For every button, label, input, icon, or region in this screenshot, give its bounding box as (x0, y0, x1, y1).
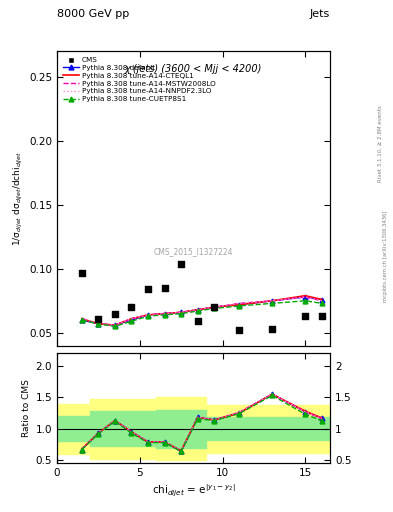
Pythia 8.308 tune-A14-NNPDF2.3LO (320, 298, 324, 304)
CMS (129, 303, 135, 311)
Pythia 8.308 default (79, 317, 84, 323)
Pythia 8.308 tune-A14-CTEQL1 (162, 310, 167, 316)
Pythia 8.308 default (237, 302, 241, 308)
Line: Pythia 8.308 tune-A14-CTEQL1: Pythia 8.308 tune-A14-CTEQL1 (82, 296, 322, 325)
CMS (195, 317, 201, 326)
Pythia 8.308 default (303, 294, 308, 300)
Pythia 8.308 default (320, 296, 324, 303)
Pythia 8.308 tune-A14-NNPDF2.3LO (270, 298, 275, 304)
Y-axis label: Ratio to CMS: Ratio to CMS (22, 379, 31, 437)
Pythia 8.308 tune-A14-MSTW2008LO (96, 321, 101, 327)
Line: Pythia 8.308 tune-A14-MSTW2008LO: Pythia 8.308 tune-A14-MSTW2008LO (82, 297, 322, 325)
CMS (162, 284, 168, 292)
Pythia 8.308 tune-A14-CTEQL1 (79, 315, 84, 322)
Pythia 8.308 tune-CUETP8S1 (112, 324, 117, 330)
Line: Pythia 8.308 tune-CUETP8S1: Pythia 8.308 tune-CUETP8S1 (79, 298, 324, 329)
CMS (236, 326, 242, 334)
Pythia 8.308 tune-A14-NNPDF2.3LO (212, 304, 217, 310)
Pythia 8.308 default (96, 321, 101, 327)
Pythia 8.308 tune-CUETP8S1 (195, 308, 200, 314)
Text: mcplots.cern.ch [arXiv:1306.3436]: mcplots.cern.ch [arXiv:1306.3436] (384, 210, 388, 302)
CMS (269, 325, 275, 333)
CMS (79, 268, 85, 276)
Pythia 8.308 default (112, 322, 117, 328)
Pythia 8.308 default (146, 312, 151, 318)
Pythia 8.308 tune-A14-NNPDF2.3LO (237, 300, 241, 306)
CMS (112, 309, 118, 317)
Pythia 8.308 tune-CUETP8S1 (79, 317, 84, 323)
Pythia 8.308 tune-A14-NNPDF2.3LO (303, 294, 308, 300)
Pythia 8.308 tune-CUETP8S1 (162, 312, 167, 318)
Pythia 8.308 tune-A14-CTEQL1 (146, 312, 151, 318)
Y-axis label: 1/σ$_{dijet}$ dσ$_{dijet}$/dchi$_{dijet}$: 1/σ$_{dijet}$ dσ$_{dijet}$/dchi$_{dijet}… (12, 151, 25, 246)
Pythia 8.308 default (195, 307, 200, 313)
Pythia 8.308 tune-A14-CTEQL1 (112, 322, 117, 328)
Pythia 8.308 default (270, 298, 275, 304)
Pythia 8.308 tune-A14-MSTW2008LO (179, 309, 184, 315)
CMS (211, 303, 217, 311)
Line: Pythia 8.308 tune-A14-NNPDF2.3LO: Pythia 8.308 tune-A14-NNPDF2.3LO (82, 297, 322, 325)
Pythia 8.308 tune-CUETP8S1 (179, 310, 184, 316)
Text: CMS_2015_I1327224: CMS_2015_I1327224 (154, 247, 233, 256)
Pythia 8.308 tune-A14-CTEQL1 (195, 307, 200, 313)
CMS (319, 312, 325, 321)
X-axis label: chi$_{dijet}$ = e$^{|y_1 - y_2|}$: chi$_{dijet}$ = e$^{|y_1 - y_2|}$ (152, 482, 235, 499)
Pythia 8.308 tune-A14-CTEQL1 (179, 309, 184, 315)
Pythia 8.308 tune-CUETP8S1 (96, 321, 101, 327)
Pythia 8.308 tune-A14-MSTW2008LO (112, 322, 117, 328)
Pythia 8.308 tune-A14-CTEQL1 (303, 293, 308, 299)
Pythia 8.308 tune-CUETP8S1 (212, 305, 217, 311)
Pythia 8.308 tune-A14-NNPDF2.3LO (195, 307, 200, 313)
Text: Jets: Jets (310, 9, 330, 19)
Legend: CMS, Pythia 8.308 default, Pythia 8.308 tune-A14-CTEQL1, Pythia 8.308 tune-A14-M: CMS, Pythia 8.308 default, Pythia 8.308 … (61, 55, 217, 104)
Line: Pythia 8.308 default: Pythia 8.308 default (79, 294, 324, 328)
Pythia 8.308 tune-A14-MSTW2008LO (320, 298, 324, 304)
Pythia 8.308 tune-A14-MSTW2008LO (162, 310, 167, 316)
CMS (178, 260, 184, 268)
Pythia 8.308 tune-A14-MSTW2008LO (303, 294, 308, 300)
Pythia 8.308 tune-A14-MSTW2008LO (195, 307, 200, 313)
Pythia 8.308 tune-CUETP8S1 (146, 313, 151, 319)
Pythia 8.308 tune-CUETP8S1 (303, 298, 308, 304)
Pythia 8.308 tune-A14-CTEQL1 (320, 296, 324, 303)
Pythia 8.308 tune-A14-MSTW2008LO (237, 300, 241, 306)
Pythia 8.308 tune-A14-MSTW2008LO (212, 304, 217, 310)
Text: 8000 GeV pp: 8000 GeV pp (57, 9, 129, 19)
Pythia 8.308 tune-CUETP8S1 (270, 300, 275, 306)
Pythia 8.308 tune-A14-CTEQL1 (270, 298, 275, 304)
Pythia 8.308 tune-A14-CTEQL1 (96, 321, 101, 327)
Pythia 8.308 tune-CUETP8S1 (320, 300, 324, 306)
Pythia 8.308 tune-A14-CTEQL1 (237, 302, 241, 308)
Pythia 8.308 default (162, 310, 167, 316)
CMS (302, 312, 309, 321)
CMS (95, 314, 101, 323)
Pythia 8.308 default (212, 304, 217, 310)
Pythia 8.308 default (179, 309, 184, 315)
Pythia 8.308 tune-A14-CTEQL1 (212, 304, 217, 310)
Pythia 8.308 tune-A14-CTEQL1 (129, 315, 134, 322)
Pythia 8.308 tune-A14-NNPDF2.3LO (112, 322, 117, 328)
Pythia 8.308 tune-A14-NNPDF2.3LO (79, 315, 84, 322)
Pythia 8.308 tune-A14-NNPDF2.3LO (96, 321, 101, 327)
Pythia 8.308 default (129, 317, 134, 323)
Pythia 8.308 tune-A14-MSTW2008LO (270, 298, 275, 304)
Pythia 8.308 tune-A14-NNPDF2.3LO (146, 312, 151, 318)
Text: χ (jets) (3600 < Mjj < 4200): χ (jets) (3600 < Mjj < 4200) (125, 65, 262, 74)
Pythia 8.308 tune-CUETP8S1 (129, 318, 134, 325)
Pythia 8.308 tune-A14-NNPDF2.3LO (129, 315, 134, 322)
Pythia 8.308 tune-A14-MSTW2008LO (129, 315, 134, 322)
Text: Rivet 3.1.10, ≥ 2.8M events: Rivet 3.1.10, ≥ 2.8M events (378, 105, 383, 182)
Pythia 8.308 tune-A14-NNPDF2.3LO (179, 309, 184, 315)
CMS (145, 285, 151, 293)
Pythia 8.308 tune-A14-NNPDF2.3LO (162, 310, 167, 316)
Pythia 8.308 tune-A14-MSTW2008LO (146, 312, 151, 318)
Pythia 8.308 tune-A14-MSTW2008LO (79, 315, 84, 322)
Pythia 8.308 tune-CUETP8S1 (237, 303, 241, 309)
